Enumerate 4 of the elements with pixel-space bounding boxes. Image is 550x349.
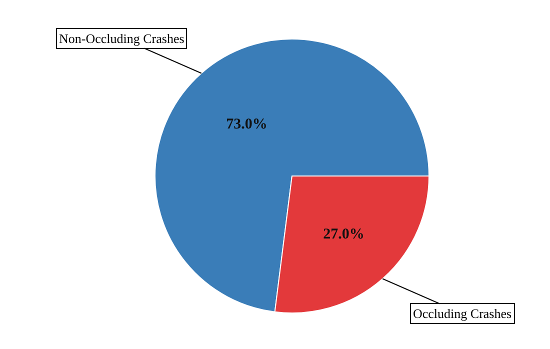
- data-label: 27.0%: [323, 226, 364, 243]
- slice-label: Non-Occluding Crashes: [59, 31, 184, 46]
- data-label: 73.0%: [226, 116, 268, 133]
- slice-label: Occluding Crashes: [413, 306, 512, 321]
